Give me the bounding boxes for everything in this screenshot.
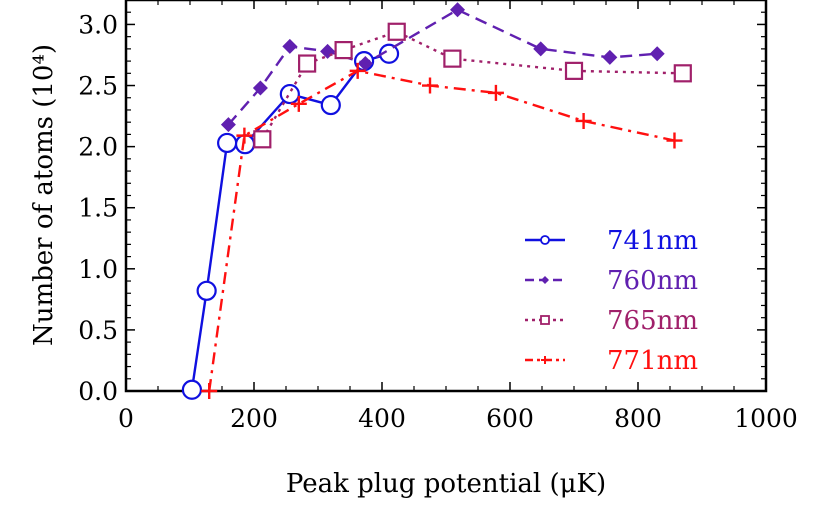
data-point [196, 280, 217, 301]
legend-entry: 741nm [525, 226, 698, 256]
data-point [282, 38, 298, 54]
series-765nm [253, 22, 692, 149]
series-layer [181, 2, 692, 400]
legend: 741nm 760nm 765nm 771nm [525, 226, 698, 376]
data-point [666, 132, 683, 149]
data-point [487, 84, 504, 101]
data-point [387, 22, 406, 41]
series-741nm [181, 43, 400, 400]
series-760nm [220, 2, 665, 133]
data-point [181, 379, 203, 400]
x-tick-label: 400 [358, 404, 406, 433]
x-tick-label: 1000 [734, 404, 798, 433]
y-tick-label: 3.0 [78, 10, 118, 39]
y-tick-label: 1.5 [78, 194, 118, 223]
legend-marker [541, 276, 549, 284]
axis-ticks [125, 0, 767, 392]
data-point [334, 40, 353, 60]
tick-labels: 0 200 400 600 800 1000 0.0 0.5 1.0 1.5 2.0 2.5 3.0 [78, 10, 798, 433]
y-axis-title: Number of atoms (10⁴) [29, 44, 59, 346]
series-line [208, 69, 675, 392]
y-tick-label: 0.5 [78, 316, 118, 345]
data-point [422, 77, 438, 94]
data-point [298, 54, 317, 73]
legend-entry: 765nm [525, 306, 698, 336]
data-point [602, 49, 618, 65]
legend-marker [540, 235, 550, 245]
data-point [533, 41, 549, 57]
x-tick-label: 800 [614, 404, 662, 433]
legend-entry: 760nm [525, 266, 698, 296]
data-point [217, 132, 238, 154]
legend-entry: 771nm [525, 346, 698, 376]
data-point [320, 94, 341, 116]
data-point [320, 43, 336, 59]
series-771nm [201, 62, 683, 399]
legend-marker [541, 356, 549, 364]
data-point [290, 95, 307, 112]
x-axis-title: Peak plug potential (μK) [286, 469, 606, 499]
y-tick-label: 1.0 [78, 255, 118, 284]
x-tick-label: 200 [230, 404, 278, 433]
data-point [575, 112, 592, 129]
legend-marker [540, 315, 550, 325]
data-point [349, 62, 366, 79]
x-tick-label: 0 [118, 404, 134, 433]
legend-label: 771nm [607, 346, 698, 376]
data-point [357, 56, 373, 72]
data-point [673, 64, 692, 83]
series-line [190, 52, 390, 390]
y-tick-label: 2.0 [78, 133, 118, 162]
y-tick-label: 0.0 [78, 377, 118, 406]
data-point [443, 49, 462, 68]
data-point [253, 130, 272, 149]
data-point [201, 383, 218, 399]
x-tick-label: 600 [486, 404, 534, 433]
data-point [450, 2, 466, 18]
legend-label: 765nm [607, 306, 698, 336]
data-point [252, 80, 268, 96]
data-point [236, 127, 253, 144]
data-point [564, 61, 584, 80]
legend-label: 741nm [607, 226, 698, 256]
y-tick-label: 2.5 [78, 72, 118, 101]
data-point [220, 117, 236, 133]
data-point [279, 83, 300, 105]
series-line [227, 8, 658, 126]
data-point [649, 46, 665, 62]
legend-label: 760nm [607, 266, 698, 296]
